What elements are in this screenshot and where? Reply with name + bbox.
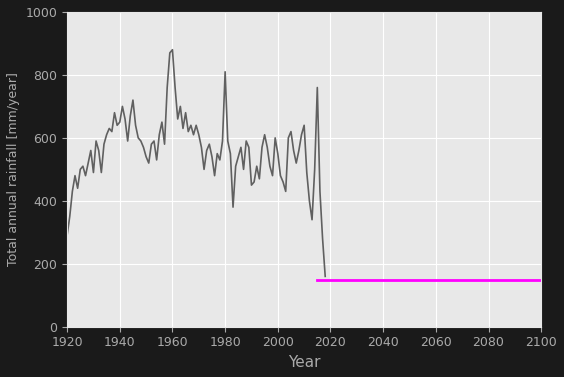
X-axis label: Year: Year	[288, 355, 320, 370]
Y-axis label: Total annual rainfall [mm/year]: Total annual rainfall [mm/year]	[7, 72, 20, 266]
